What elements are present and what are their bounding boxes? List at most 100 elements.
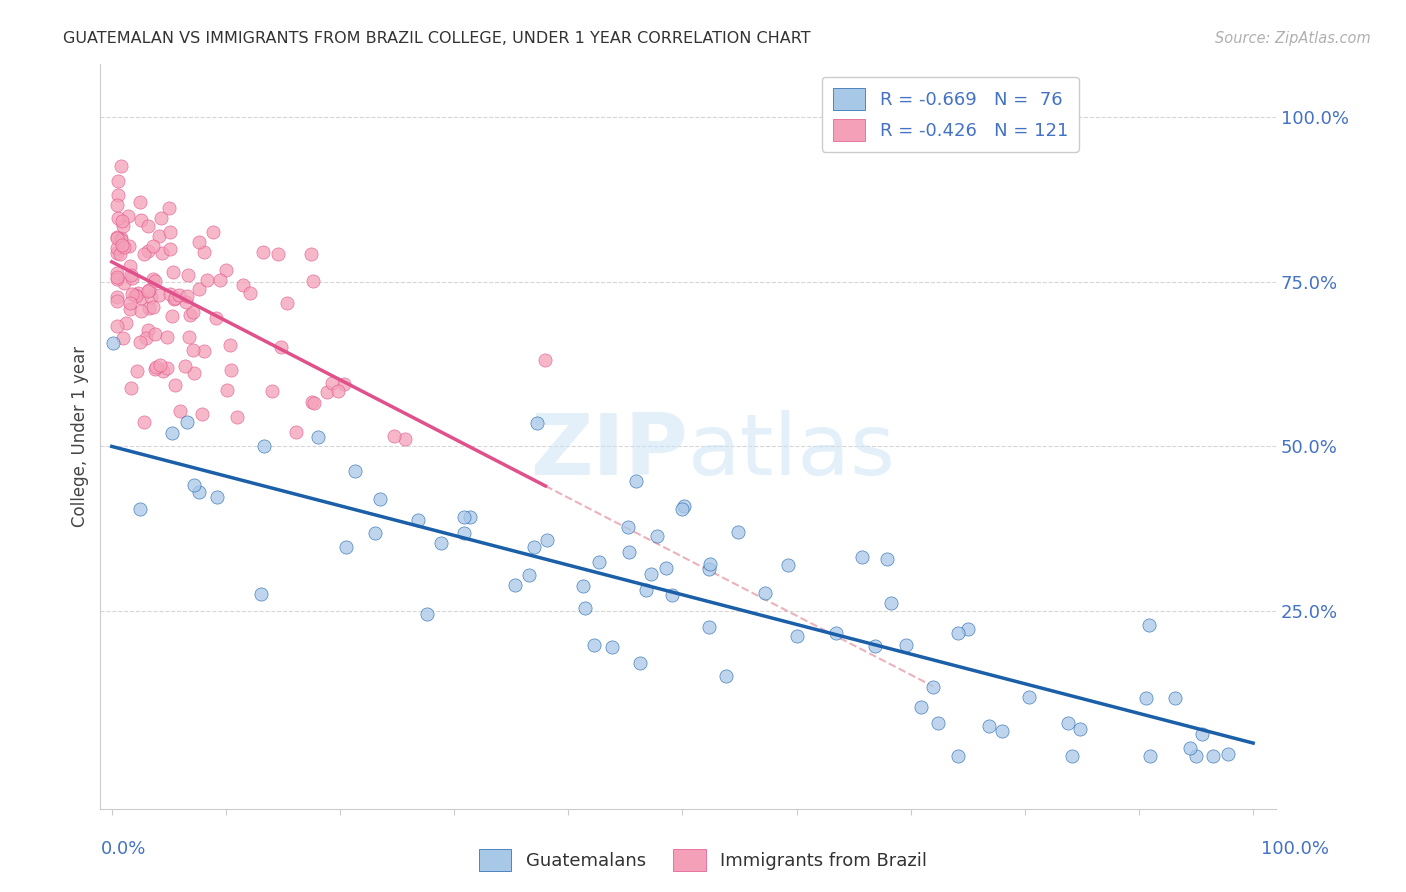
Point xyxy=(103,336,125,351)
Point xyxy=(661,588,683,602)
Point xyxy=(138,301,160,315)
Point xyxy=(384,429,406,443)
Point xyxy=(181,343,204,357)
Point xyxy=(321,376,343,391)
Point xyxy=(778,558,800,572)
Point xyxy=(880,596,903,610)
Point xyxy=(129,195,152,210)
Point xyxy=(716,669,738,683)
Point xyxy=(1057,716,1080,731)
Point xyxy=(727,525,749,540)
Point xyxy=(129,213,152,227)
Point xyxy=(754,586,776,600)
Legend: R = -0.669   N =  76, R = -0.426   N = 121: R = -0.669 N = 76, R = -0.426 N = 121 xyxy=(823,77,1078,152)
Point xyxy=(270,340,292,354)
Point xyxy=(110,231,132,245)
Point xyxy=(617,545,640,559)
Point xyxy=(176,289,198,303)
Point xyxy=(118,259,141,273)
Point xyxy=(205,490,228,504)
Legend: Guatemalans, Immigrants from Brazil: Guatemalans, Immigrants from Brazil xyxy=(472,842,934,879)
Point xyxy=(128,334,150,349)
Point xyxy=(111,238,134,252)
Text: 100.0%: 100.0% xyxy=(1261,840,1329,858)
Point xyxy=(143,327,166,342)
Point xyxy=(267,247,290,261)
Point xyxy=(162,292,184,306)
Point xyxy=(107,266,129,280)
Point xyxy=(159,287,181,301)
Point xyxy=(176,416,198,430)
Point xyxy=(215,383,238,397)
Point xyxy=(697,562,720,576)
Point xyxy=(574,601,596,615)
Point xyxy=(117,209,139,223)
Point xyxy=(624,474,647,488)
Point xyxy=(218,338,240,352)
Point xyxy=(1018,690,1040,705)
Point xyxy=(125,289,148,303)
Point xyxy=(315,384,337,399)
Point xyxy=(111,331,134,345)
Point xyxy=(118,238,141,252)
Text: atlas: atlas xyxy=(688,410,896,493)
Point xyxy=(991,723,1014,738)
Point xyxy=(132,416,155,430)
Point xyxy=(141,290,163,304)
Point xyxy=(191,407,214,421)
Point xyxy=(786,629,808,643)
Point xyxy=(526,416,548,430)
Point xyxy=(149,358,172,372)
Point xyxy=(209,273,232,287)
Point xyxy=(523,540,546,554)
Point xyxy=(927,716,949,731)
Point xyxy=(699,557,721,571)
Point xyxy=(394,432,416,446)
Point xyxy=(183,477,205,491)
Point xyxy=(1135,690,1157,705)
Point xyxy=(672,500,695,514)
Point xyxy=(181,304,204,318)
Point xyxy=(453,525,475,540)
Point xyxy=(302,274,325,288)
Point xyxy=(112,277,135,291)
Point xyxy=(179,308,201,322)
Point xyxy=(588,555,610,569)
Point xyxy=(1139,749,1161,764)
Text: ZIP: ZIP xyxy=(530,410,688,493)
Point xyxy=(307,430,329,444)
Text: Source: ZipAtlas.com: Source: ZipAtlas.com xyxy=(1215,31,1371,46)
Point xyxy=(262,384,284,398)
Point xyxy=(118,302,141,317)
Point xyxy=(851,549,873,564)
Point xyxy=(326,384,349,398)
Point xyxy=(112,219,135,234)
Point xyxy=(304,395,326,409)
Point xyxy=(534,352,557,367)
Text: 0.0%: 0.0% xyxy=(101,840,146,858)
Point xyxy=(406,513,429,527)
Point xyxy=(1069,722,1091,736)
Point xyxy=(536,533,558,547)
Point xyxy=(617,520,640,534)
Point xyxy=(276,296,298,310)
Point xyxy=(145,274,167,288)
Point xyxy=(162,426,184,441)
Point xyxy=(111,213,134,227)
Point xyxy=(250,587,273,601)
Point xyxy=(183,366,205,380)
Point xyxy=(142,272,165,286)
Point xyxy=(188,235,211,250)
Point xyxy=(107,241,129,255)
Point xyxy=(107,211,129,225)
Point xyxy=(142,300,165,314)
Point xyxy=(1191,727,1213,741)
Point xyxy=(107,290,129,304)
Point xyxy=(135,331,157,345)
Point xyxy=(136,323,159,337)
Point xyxy=(160,309,183,323)
Point xyxy=(152,364,174,378)
Point xyxy=(129,291,152,305)
Point xyxy=(110,159,132,173)
Point xyxy=(519,568,541,582)
